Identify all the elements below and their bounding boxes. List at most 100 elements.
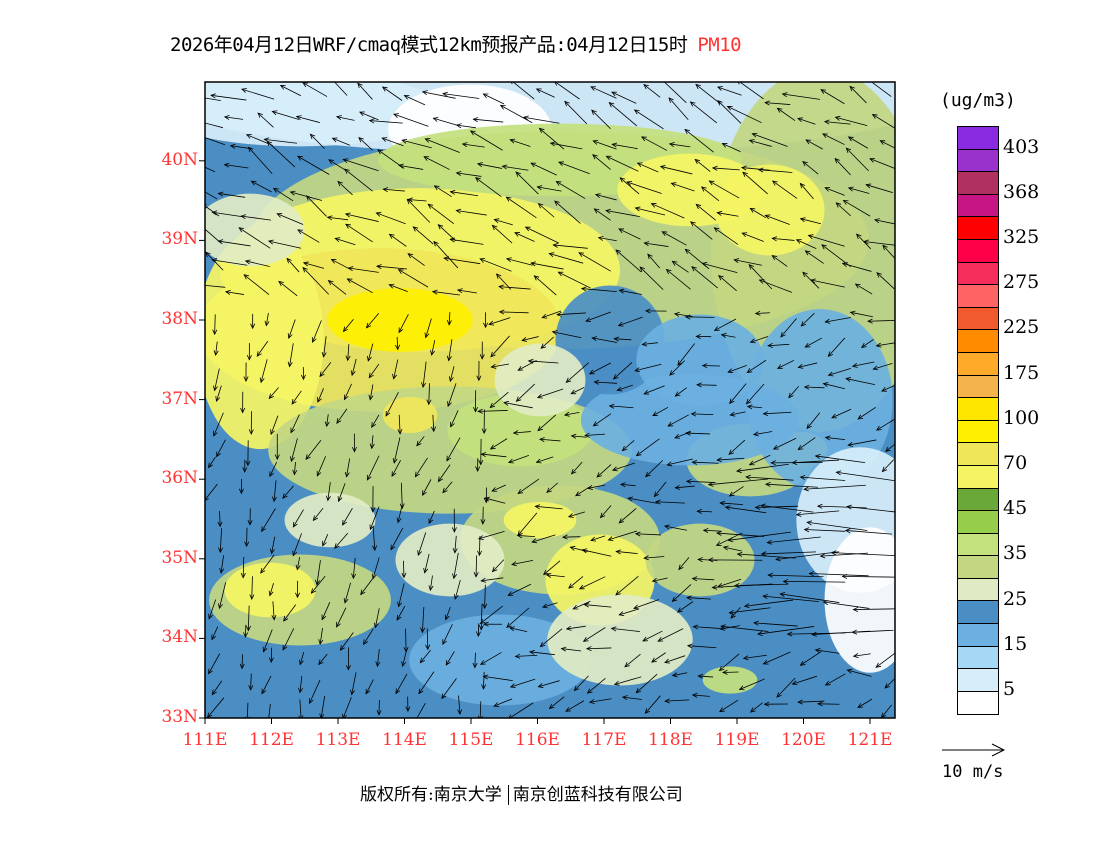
- wind-arrow: [553, 244, 588, 249]
- wind-arrow: [835, 116, 868, 126]
- wind-arrow: [537, 186, 562, 192]
- wind-arrow: [828, 337, 846, 357]
- title-text: 2026年04月12日WRF/cmaq模式12km预报产品:04月12日15时: [170, 34, 688, 56]
- wind-arrow: [663, 82, 687, 103]
- wind-arrow: [402, 651, 407, 667]
- wind-arrow: [288, 319, 296, 339]
- lon-label: 118E: [648, 730, 693, 750]
- wind-arrow: [574, 675, 589, 691]
- wind-arrow: [510, 678, 536, 688]
- wind-arrow: [665, 699, 690, 702]
- wind-arrow: [792, 675, 818, 685]
- wind-arrow: [442, 93, 480, 99]
- wind-arrow: [605, 210, 640, 217]
- concentration-region: [284, 492, 376, 548]
- wind-arrow: [502, 165, 529, 171]
- wind-arrow: [566, 362, 589, 383]
- wind-arrow: [736, 463, 789, 472]
- wind-arrow: [750, 336, 769, 343]
- wind-arrow: [299, 675, 303, 693]
- wind-arrow: [398, 414, 401, 434]
- wind-arrow: [242, 556, 245, 578]
- wind-arrow: [824, 121, 851, 125]
- wind-arrow: [755, 505, 799, 508]
- color-bar-swatch: [958, 465, 998, 489]
- wind-arrow: [571, 435, 587, 438]
- wind-arrow: [741, 167, 770, 171]
- wind-arrow: [703, 529, 721, 532]
- legend-label: 403: [1003, 135, 1040, 158]
- wind-arrow: [302, 82, 328, 97]
- wind-arrow: [286, 258, 300, 273]
- wind-arrow: [709, 180, 740, 199]
- wind-arrow: [270, 415, 279, 435]
- wind-arrow: [256, 340, 269, 357]
- wind-arrow: [586, 647, 612, 650]
- wind-arrow: [456, 210, 487, 216]
- wind-arrow: [828, 367, 852, 376]
- wind-arrow: [212, 259, 248, 266]
- wind-arrow: [431, 340, 436, 356]
- wind-arrow: [424, 553, 430, 573]
- wind-arrow: [514, 232, 535, 242]
- wind-arrow: [456, 172, 482, 177]
- wind-arrow: [216, 439, 226, 457]
- wind-arrow: [635, 207, 666, 216]
- color-bar-swatch: [958, 375, 998, 399]
- wind-arrow: [310, 133, 325, 149]
- wind-arrow: [698, 558, 718, 561]
- wind-arrow: [220, 555, 225, 573]
- wind-arrow: [722, 143, 741, 153]
- chart-title: 2026年04月12日WRF/cmaq模式12km预报产品:04月12日15时 P…: [170, 30, 742, 57]
- wind-arrow: [366, 312, 380, 329]
- color-bar-swatch: [958, 149, 998, 173]
- wind-arrow: [721, 334, 736, 338]
- wind-arrow: [462, 143, 485, 148]
- wind-arrow: [870, 82, 892, 97]
- wind-arrow: [564, 411, 580, 416]
- wind-arrow: [323, 336, 327, 357]
- wind-arrow: [570, 387, 585, 395]
- wind-arrow: [717, 86, 742, 96]
- wind-arrow: [509, 702, 534, 718]
- wind-arrow: [515, 171, 539, 195]
- wind-arrow: [573, 600, 591, 610]
- wind-arrow: [717, 578, 742, 588]
- wind-arrow: [499, 286, 531, 290]
- wind-arrow: [644, 556, 665, 559]
- wind-arrow: [205, 191, 218, 200]
- legend-label: 70: [1003, 452, 1028, 474]
- wind-arrow: [264, 138, 298, 144]
- wind-arrow: [215, 341, 218, 356]
- wind-arrow: [241, 215, 271, 221]
- wind-arrow: [558, 161, 590, 175]
- wind-arrow: [479, 701, 482, 718]
- wind-arrow: [251, 576, 253, 600]
- wind-arrow: [537, 388, 564, 398]
- wind-arrow: [334, 82, 348, 96]
- wind-arrow: [845, 530, 893, 535]
- wind-arrow: [450, 238, 484, 245]
- wind-arrow: [678, 557, 690, 570]
- wind-arrow: [351, 672, 357, 695]
- wind-arrow: [669, 360, 685, 376]
- wind-arrow: [211, 680, 223, 695]
- wind-arrow: [425, 138, 460, 153]
- wind-arrow: [768, 574, 824, 578]
- wind-arrow: [884, 677, 895, 689]
- wind-arrow: [776, 677, 796, 698]
- wind-arrow: [664, 655, 686, 663]
- wind-arrow: [205, 228, 222, 244]
- wind-arrow: [876, 342, 895, 347]
- legend-unit: (ug/m3): [940, 90, 1016, 111]
- wind-arrow: [651, 203, 685, 219]
- wind-arrow: [800, 218, 821, 225]
- legend-label: 15: [1003, 632, 1028, 655]
- wind-arrow: [344, 383, 352, 400]
- wind-arrow: [398, 269, 429, 288]
- concentration-region: [205, 82, 446, 147]
- wind-arrow: [205, 122, 224, 129]
- wind-arrow: [299, 652, 305, 665]
- wind-arrow: [846, 378, 876, 386]
- wind-arrow: [797, 118, 816, 125]
